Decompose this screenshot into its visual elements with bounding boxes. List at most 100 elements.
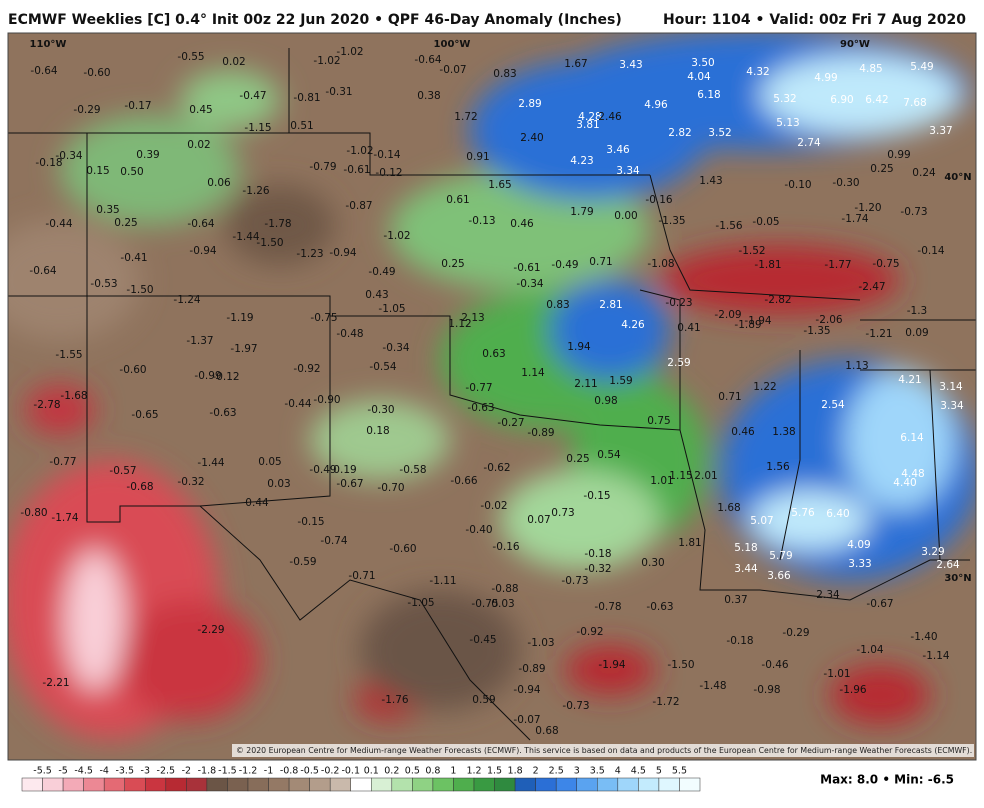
value-label: 0.46	[731, 426, 755, 438]
value-label: -0.44	[284, 398, 311, 410]
value-label: -1.02	[346, 145, 373, 157]
value-label: -0.63	[467, 402, 494, 414]
value-label: 0.35	[96, 204, 119, 216]
value-label: -0.75	[872, 258, 899, 270]
value-label: 2.64	[936, 559, 960, 571]
value-label: -0.31	[325, 86, 352, 98]
colorbar-swatch	[391, 777, 413, 792]
value-label: -0.13	[468, 215, 495, 227]
value-label: -0.45	[469, 634, 496, 646]
colorbar-swatch	[206, 777, 228, 792]
value-label: -0.53	[90, 278, 117, 290]
value-label: 0.59	[472, 694, 495, 706]
value-label: 0.38	[417, 90, 440, 102]
value-label: 2.11	[574, 378, 597, 390]
value-label: 2.13	[461, 312, 484, 324]
colorbar-swatch	[576, 777, 598, 792]
value-label: -0.07	[513, 714, 540, 726]
colorbar-swatch	[62, 777, 84, 792]
colorbar-swatch	[247, 777, 269, 792]
value-label: 0.63	[482, 348, 505, 360]
value-label: 0.25	[441, 258, 464, 270]
value-label: -0.15	[297, 516, 324, 528]
value-label: 3.81	[576, 119, 599, 131]
value-label: -0.98	[753, 684, 780, 696]
colorbar-swatch	[350, 777, 372, 792]
value-label: 6.18	[697, 89, 720, 101]
value-label: 1.72	[454, 111, 477, 123]
colorbar-label: 1.5	[487, 766, 502, 777]
value-label: 4.26	[621, 319, 645, 331]
colorbar-swatch	[145, 777, 167, 792]
value-label: -0.64	[30, 65, 57, 77]
colorbar-swatch	[21, 777, 43, 792]
value-label: -1.40	[910, 631, 937, 643]
colorbar-label: -0.2	[321, 766, 340, 777]
colorbar-label: 0.5	[405, 766, 420, 777]
value-label: -0.61	[513, 262, 540, 274]
value-label: -0.14	[373, 149, 400, 161]
value-label: 3.33	[848, 558, 871, 570]
value-label: 0.39	[136, 149, 159, 161]
value-label: 1.43	[699, 175, 722, 187]
value-label: -0.81	[293, 92, 320, 104]
value-label: -1.15	[244, 122, 271, 134]
value-label: 0.09	[905, 327, 928, 339]
value-label: -0.47	[239, 90, 266, 102]
value-label: -0.78	[594, 601, 621, 613]
value-label: 0.51	[290, 120, 313, 132]
value-label: -0.90	[313, 394, 340, 406]
credit: © 2020 European Centre for Medium-range …	[236, 746, 972, 755]
value-label: 1.01	[650, 475, 673, 487]
value-label: -0.02	[480, 500, 507, 512]
value-label: 3.50	[691, 57, 714, 69]
value-label: -0.87	[345, 200, 372, 212]
value-label: -2.82	[764, 294, 791, 306]
value-label: 4.40	[893, 477, 916, 489]
colorbar-label: 0.8	[425, 766, 440, 777]
value-label: -0.29	[73, 104, 100, 116]
value-label: 4.32	[746, 66, 769, 78]
value-label: -1.68	[60, 390, 87, 402]
value-label: -0.15	[583, 490, 610, 502]
value-label: 0.43	[365, 289, 388, 301]
colorbar-label: 0.2	[384, 766, 399, 777]
value-label: -0.32	[584, 563, 611, 575]
value-label: 5.79	[769, 550, 792, 562]
value-label: 0.99	[887, 149, 910, 161]
value-label: -0.48	[336, 328, 363, 340]
value-label: 0.45	[189, 104, 212, 116]
colorbar-label: -2	[182, 766, 191, 777]
credit-bar	[232, 744, 974, 757]
value-label: -1.89	[734, 319, 761, 331]
colorbar-label: -5.5	[33, 766, 52, 777]
value-label: -0.94	[329, 247, 356, 259]
colorbar-swatch	[412, 777, 434, 792]
value-label: -0.30	[367, 404, 394, 416]
value-label: -1.02	[313, 55, 340, 67]
value-label: -2.78	[33, 399, 60, 411]
value-label: -1.81	[754, 259, 781, 271]
value-label: -0.60	[83, 67, 110, 79]
value-label: 2.59	[667, 357, 690, 369]
value-label: -0.65	[131, 409, 158, 421]
value-label: 0.18	[366, 425, 389, 437]
colorbar-swatch	[617, 777, 639, 792]
colorbar-swatch	[42, 777, 64, 792]
colorbar-swatch	[658, 777, 680, 792]
value-label: -0.16	[645, 194, 672, 206]
value-label: -1.3	[907, 305, 928, 317]
colorbar-label: -1.5	[218, 766, 237, 777]
value-label: 4.48	[901, 468, 924, 480]
value-label: 0.19	[333, 464, 356, 476]
value-label: -0.41	[120, 252, 147, 264]
value-label: -1.44	[197, 457, 224, 469]
value-label: 0.71	[718, 391, 741, 403]
value-label: 1.65	[488, 179, 511, 191]
value-label: -0.89	[518, 663, 545, 675]
value-label: 0.25	[566, 453, 589, 465]
value-label: 1.12	[448, 318, 471, 330]
value-label: -0.66	[450, 475, 477, 487]
